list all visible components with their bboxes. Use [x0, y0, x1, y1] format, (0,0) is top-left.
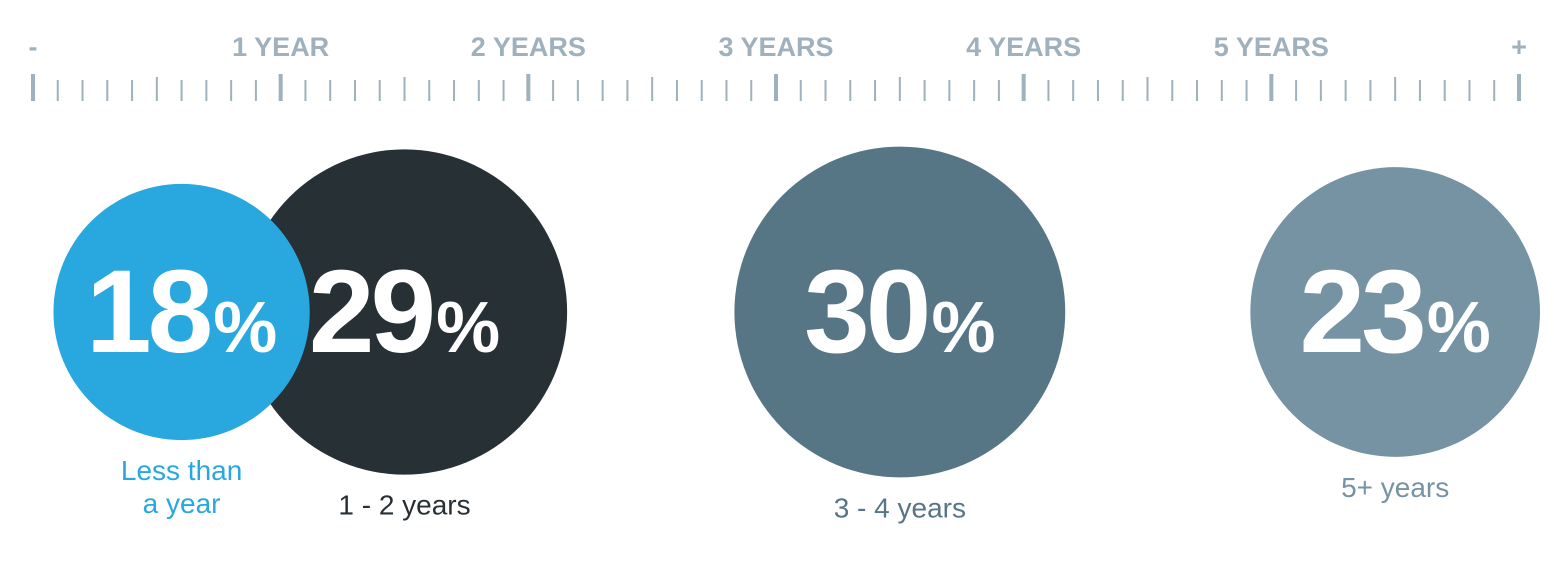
axis-label-1: 1 YEAR [232, 32, 329, 62]
bubble-value-label: 30% [804, 246, 995, 378]
category-label: 3 - 4 years [834, 492, 966, 523]
bubble-23 [1250, 167, 1541, 457]
bubble-value-label: 18% [86, 246, 277, 378]
category-label: 1 - 2 years [338, 490, 470, 521]
axis-end-label: + [1511, 32, 1527, 62]
axis-ticks [31, 74, 1521, 101]
axis-label-5: 5 YEARS [1214, 32, 1329, 62]
bubble-18 [53, 183, 310, 441]
axis-start-label: - [29, 32, 38, 62]
category-label: Less than [121, 455, 242, 486]
bubble-29 [241, 149, 568, 475]
category-label: 5+ years [1341, 472, 1449, 503]
category-label: a year [143, 488, 221, 519]
axis-label-3: 3 YEARS [718, 32, 833, 62]
bubble-value-label: 23% [1300, 246, 1491, 378]
axis-labels: 1 YEAR 2 YEARS 3 YEARS 4 YEARS 5 YEARS [232, 32, 1329, 62]
bubble-value-label: 29% [309, 246, 500, 378]
timeline-axis: - + 1 YEAR 2 YEARS 3 YEARS 4 YEARS 5 YEARS [29, 32, 1527, 101]
axis-label-2: 2 YEARS [471, 32, 586, 62]
bubble-30 [734, 146, 1066, 478]
axis-label-4: 4 YEARS [966, 32, 1081, 62]
